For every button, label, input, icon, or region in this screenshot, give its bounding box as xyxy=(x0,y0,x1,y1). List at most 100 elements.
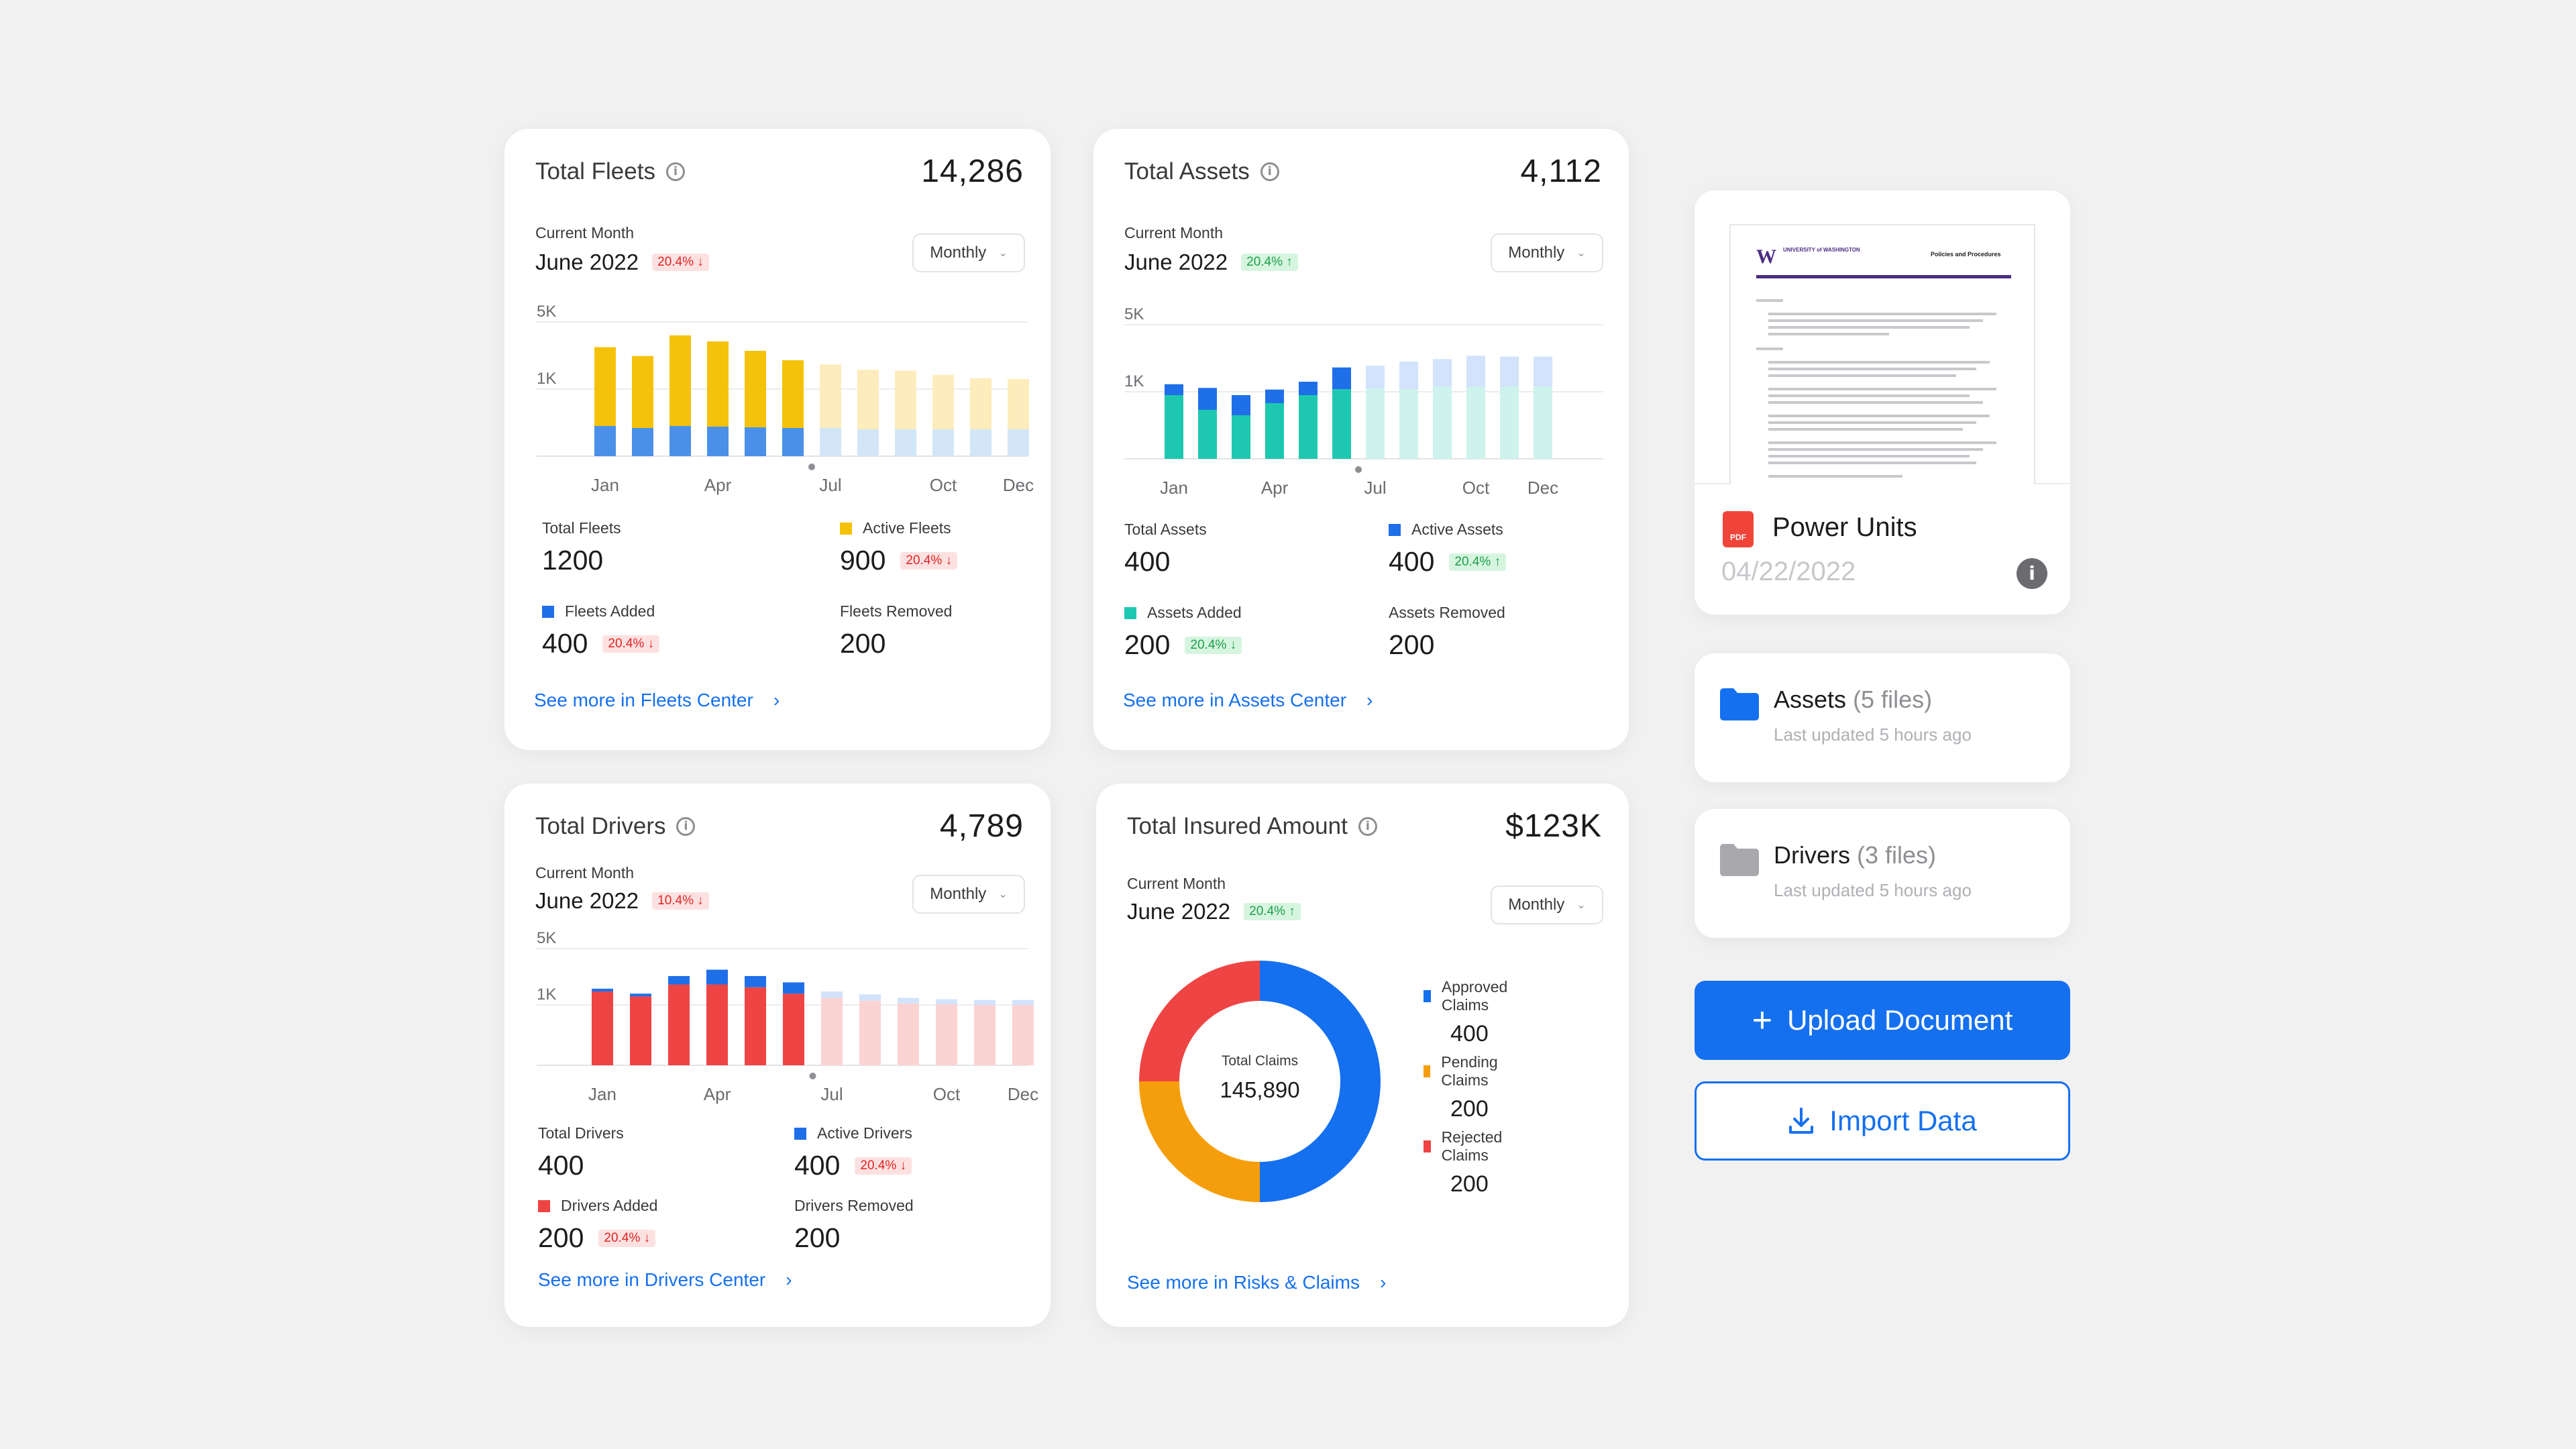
bar-segment-bottom xyxy=(1466,386,1485,459)
stat-active-label-text: Active Assets xyxy=(1411,521,1503,538)
stat-removed-value-text: 200 xyxy=(840,628,886,659)
bar-segment-top xyxy=(1198,388,1217,410)
bar-segment-bottom xyxy=(669,426,691,456)
stat-total-value-text: 400 xyxy=(538,1150,584,1181)
stat-active-label-text: Active Drivers xyxy=(817,1124,912,1142)
folder-count: (5 files) xyxy=(1853,686,1933,713)
university-logo: W xyxy=(1756,246,1776,268)
bar-segment-top xyxy=(1012,1000,1034,1005)
folder-name: Drivers xyxy=(1774,841,1850,869)
bar-segment-top xyxy=(668,975,690,985)
stat-added-value-text: 400 xyxy=(542,628,588,659)
bar-segment-top xyxy=(1332,367,1351,390)
bar-segment-bottom xyxy=(1012,1005,1034,1065)
info-icon[interactable]: i xyxy=(665,162,685,181)
bar-segment-top xyxy=(1433,359,1452,387)
bar-segment-top xyxy=(1366,366,1385,388)
folder-card-assets[interactable]: Assets (5 files) Last updated 5 hours ag… xyxy=(1695,653,2070,782)
stat-added-label: Fleets Added xyxy=(542,602,655,621)
legend-swatch xyxy=(1424,990,1431,1002)
chevron-right-icon: › xyxy=(786,1269,792,1290)
bar-segment-bottom xyxy=(1332,389,1351,459)
see-more-drivers-link[interactable]: See more in Drivers Center › xyxy=(538,1269,792,1291)
current-marker xyxy=(809,1073,816,1079)
x-tick-label: Jan xyxy=(591,475,619,495)
current-month-value: June 2022 20.4% ↑ xyxy=(1124,250,1298,275)
y-tick-label: 5K xyxy=(537,303,556,321)
chevron-down-icon: ⌄ xyxy=(1576,248,1586,259)
period-dropdown[interactable]: Monthly ⌄ xyxy=(1491,885,1603,924)
stat-active-value-text: 900 xyxy=(840,545,886,576)
change-badge: 20.4% ↑ xyxy=(1244,903,1301,920)
stat-added-label-text: Fleets Added xyxy=(565,602,655,620)
document-preview: W UNIVERSITY of WASHINGTON Policies and … xyxy=(1729,224,2035,484)
x-tick-label: Oct xyxy=(1462,478,1490,498)
stat-active-label: Active Drivers xyxy=(794,1124,912,1142)
x-tick-label: Oct xyxy=(933,1084,961,1104)
bar-segment-top xyxy=(669,335,691,426)
download-icon xyxy=(1789,1108,1814,1134)
info-icon[interactable]: i xyxy=(1260,162,1279,181)
bar-segment-top xyxy=(594,347,616,426)
bar-segment-top xyxy=(706,969,728,985)
pdf-icon-label: PDF xyxy=(1730,533,1746,542)
legend-swatch xyxy=(1424,1140,1431,1152)
upload-document-button[interactable]: + Upload Document xyxy=(1695,981,2070,1060)
see-more-assets-link[interactable]: See more in Assets Center › xyxy=(1123,690,1373,711)
bar-segment-bottom xyxy=(820,428,841,456)
chevron-right-icon: › xyxy=(773,690,780,710)
legend-swatch xyxy=(840,522,852,535)
bar-segment-bottom xyxy=(1433,386,1452,459)
stat-added-value: 200 20.4% ↓ xyxy=(1124,629,1242,661)
bar-segment-top xyxy=(859,994,881,1001)
legend-swatch xyxy=(1424,1065,1431,1077)
stat-removed-label: Assets Removed xyxy=(1389,604,1505,622)
bar-segment-bottom xyxy=(1165,395,1183,459)
bar-segment-top xyxy=(936,999,957,1004)
bar-segment-top xyxy=(820,364,841,428)
drivers-title: Total Drivers i xyxy=(535,813,696,840)
document-card[interactable]: W UNIVERSITY of WASHINGTON Policies and … xyxy=(1695,191,2070,614)
preview-org: UNIVERSITY of WASHINGTON xyxy=(1783,247,1860,253)
bar-segment-top xyxy=(1500,356,1519,387)
legend-label: Rejected Claims xyxy=(1424,1128,1507,1165)
donut-slice xyxy=(1139,1081,1260,1202)
current-month-value: June 2022 10.4% ↓ xyxy=(535,888,709,914)
change-badge: 20.4% ↓ xyxy=(602,635,660,653)
stat-added-value-text: 200 xyxy=(1124,629,1171,660)
see-more-fleets-text: See more in Fleets Center xyxy=(534,690,753,710)
period-dropdown[interactable]: Monthly ⌄ xyxy=(912,233,1025,272)
drivers-bar-chart: 5K 1K Jan Apr Jul Oct Dec xyxy=(537,929,1038,1104)
period-dropdown[interactable]: Monthly ⌄ xyxy=(1491,233,1603,272)
chevron-down-icon: ⌄ xyxy=(998,248,1008,259)
bar-segment-bottom xyxy=(1399,389,1418,459)
bar-segment-top xyxy=(1299,382,1318,395)
folder-count: (3 files) xyxy=(1857,841,1937,869)
import-data-button[interactable]: Import Data xyxy=(1695,1081,2070,1161)
bar-segment-bottom xyxy=(630,996,651,1065)
legend-value: 200 xyxy=(1450,1096,1489,1122)
stat-removed-label-text: Drivers Removed xyxy=(794,1197,914,1214)
info-icon[interactable]: i xyxy=(1358,817,1377,836)
upload-document-label: Upload Document xyxy=(1787,1004,2013,1036)
folder-card-drivers[interactable]: Drivers (3 files) Last updated 5 hours a… xyxy=(1695,809,2070,938)
x-tick-label: Apr xyxy=(1261,478,1289,498)
bar-segment-bottom xyxy=(706,984,728,1065)
bar-segment-bottom xyxy=(745,987,766,1065)
x-tick-label: Jan xyxy=(1160,478,1188,498)
period-dropdown[interactable]: Monthly ⌄ xyxy=(912,875,1025,914)
stat-total-value-text: 1200 xyxy=(542,545,604,576)
current-marker xyxy=(1355,466,1362,473)
see-more-claims-link[interactable]: See more in Risks & Claims › xyxy=(1127,1272,1386,1293)
see-more-fleets-link[interactable]: See more in Fleets Center › xyxy=(534,690,780,711)
legend-label-text: Pending Claims xyxy=(1441,1053,1498,1089)
assets-total: 4,112 xyxy=(1520,154,1602,189)
bar-segment-top xyxy=(745,975,766,987)
info-icon[interactable]: i xyxy=(2017,558,2047,589)
stat-active-value-text: 400 xyxy=(794,1150,841,1181)
stat-total-value: 400 xyxy=(1124,546,1170,578)
legend-swatch xyxy=(794,1127,806,1140)
change-badge: 20.4% ↓ xyxy=(652,254,709,271)
stat-removed-label-text: Fleets Removed xyxy=(840,602,953,620)
info-icon[interactable]: i xyxy=(676,817,696,836)
